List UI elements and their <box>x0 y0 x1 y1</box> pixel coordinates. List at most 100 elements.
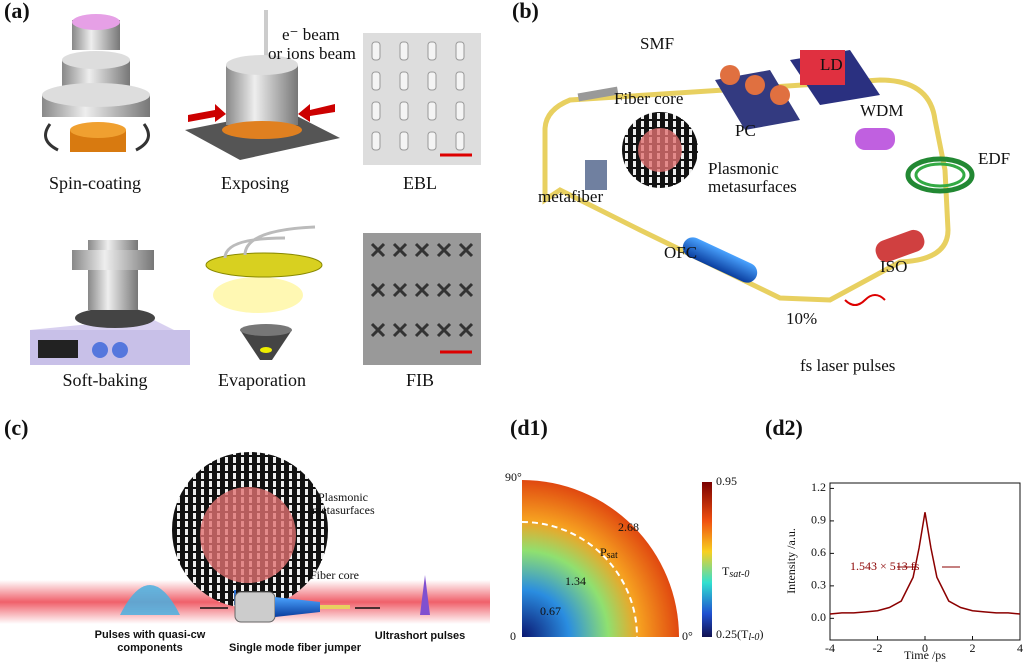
smf-coil <box>577 86 619 102</box>
pattern-cell <box>370 242 386 258</box>
pattern-cell <box>392 242 408 258</box>
label: metasurfaces <box>312 503 375 517</box>
pattern-cell <box>392 322 408 338</box>
pattern-cell <box>436 282 452 298</box>
exposure <box>185 10 340 160</box>
intensity-curve <box>829 512 1021 615</box>
radial-label: 2.68 <box>618 520 639 534</box>
edf <box>905 156 975 194</box>
panel-label: (b) <box>512 0 539 23</box>
pc <box>715 65 800 130</box>
label: PC <box>735 121 756 140</box>
x-axis-label: Time /ps <box>904 648 946 662</box>
panel-a: (a) e⁻ beam or ions beam Spin-coating Ex… <box>4 0 481 390</box>
pattern-cell <box>399 131 409 151</box>
ld <box>790 50 880 105</box>
metafiber <box>585 160 607 190</box>
label: components <box>117 642 182 654</box>
jumper <box>234 591 350 623</box>
tsat: T <box>722 564 730 578</box>
ebl-pattern <box>371 41 465 151</box>
pulse <box>120 585 180 615</box>
label: Plasmonic <box>318 490 368 504</box>
pattern-cell <box>427 71 437 91</box>
radial-label: 1.34 <box>565 574 586 588</box>
angle-label: 90° <box>505 470 522 484</box>
pattern-cell <box>455 101 465 121</box>
panel-c: (c) Plasmonic metasurfaces Fiber core Pu… <box>0 415 490 654</box>
pattern-cell <box>436 242 452 258</box>
step-label: Soft-baking <box>63 370 148 390</box>
step-label: FIB <box>406 370 434 390</box>
label: Plasmonic <box>708 159 779 178</box>
label: Single mode fiber jumper <box>229 642 362 654</box>
y-tick-label: 0.9 <box>811 513 826 527</box>
pattern-cell <box>455 71 465 91</box>
x-tick-label: 4 <box>1017 641 1023 655</box>
polar-map <box>522 480 679 637</box>
tsat-label: Tsat-0 <box>722 564 749 581</box>
panel-b: (b) SMF LD PC WDM EDF Fiber core Plasmon… <box>512 0 1010 375</box>
hot-plate <box>30 240 190 365</box>
panel-d1: (d1) 90° 0° 0 0.67 1.34 2.68 Psat 0.95 0… <box>505 415 763 643</box>
angle-label: 0° <box>682 629 693 643</box>
wdm <box>855 128 895 150</box>
pattern-cell <box>370 282 386 298</box>
label: ISO <box>880 257 907 276</box>
y-tick-label: 1.2 <box>811 480 826 494</box>
pattern-cell <box>414 242 430 258</box>
pattern-cell <box>458 242 474 258</box>
pulse <box>420 575 430 615</box>
label: 10% <box>786 309 817 328</box>
pattern-cell <box>399 101 409 121</box>
pattern-cell <box>458 322 474 338</box>
pattern-cell <box>436 322 452 338</box>
spin-coater <box>42 14 150 152</box>
x-tick-label: -4 <box>825 641 835 655</box>
colorbar-label: 0.25(Tl-0) <box>716 627 763 644</box>
tsat-sub: sat-0 <box>729 569 749 580</box>
panel-label: (d1) <box>510 415 548 440</box>
cb: 0.25(T <box>716 627 749 641</box>
y-tick-label: 0.6 <box>811 545 826 559</box>
pattern-cell <box>427 131 437 151</box>
pattern-cell <box>414 282 430 298</box>
panel-label: (a) <box>4 0 30 23</box>
beam-label: e⁻ beam <box>282 25 340 44</box>
pattern-cell <box>399 71 409 91</box>
pattern-cell <box>371 71 381 91</box>
psat-sub: sat <box>607 550 618 561</box>
pattern-cell <box>414 322 430 338</box>
cb-end: ) <box>759 627 763 641</box>
label: SMF <box>640 34 674 53</box>
pattern-cell <box>427 41 437 61</box>
beam-label: or ions beam <box>268 44 356 63</box>
label: Fiber core <box>614 89 683 108</box>
panel-label: (c) <box>4 415 28 440</box>
pattern-cell <box>399 41 409 61</box>
step-label: EBL <box>403 173 437 193</box>
pattern-cell <box>370 322 386 338</box>
pulse <box>844 294 886 306</box>
x-tick-label: -2 <box>873 641 883 655</box>
pattern-cell <box>392 282 408 298</box>
iso <box>875 229 925 263</box>
psat-label: Psat <box>600 545 618 562</box>
pattern-cell <box>455 41 465 61</box>
label: LD <box>820 55 843 74</box>
label: EDF <box>978 149 1010 168</box>
pattern-cell <box>455 131 465 151</box>
y-tick-label: 0.0 <box>811 610 826 624</box>
psat: P <box>600 545 607 559</box>
ofc <box>682 237 758 283</box>
fiber-loop <box>542 77 951 303</box>
radial-label: 0 <box>510 629 516 643</box>
pattern-cell <box>371 101 381 121</box>
annotation: 1.543 × 513 fs <box>850 559 920 573</box>
pattern-cell <box>427 101 437 121</box>
fib-pattern <box>370 242 474 338</box>
label: metafiber <box>538 187 603 206</box>
label: OFC <box>664 243 697 262</box>
step-label: Exposing <box>221 173 289 193</box>
pattern-cell <box>371 41 381 61</box>
